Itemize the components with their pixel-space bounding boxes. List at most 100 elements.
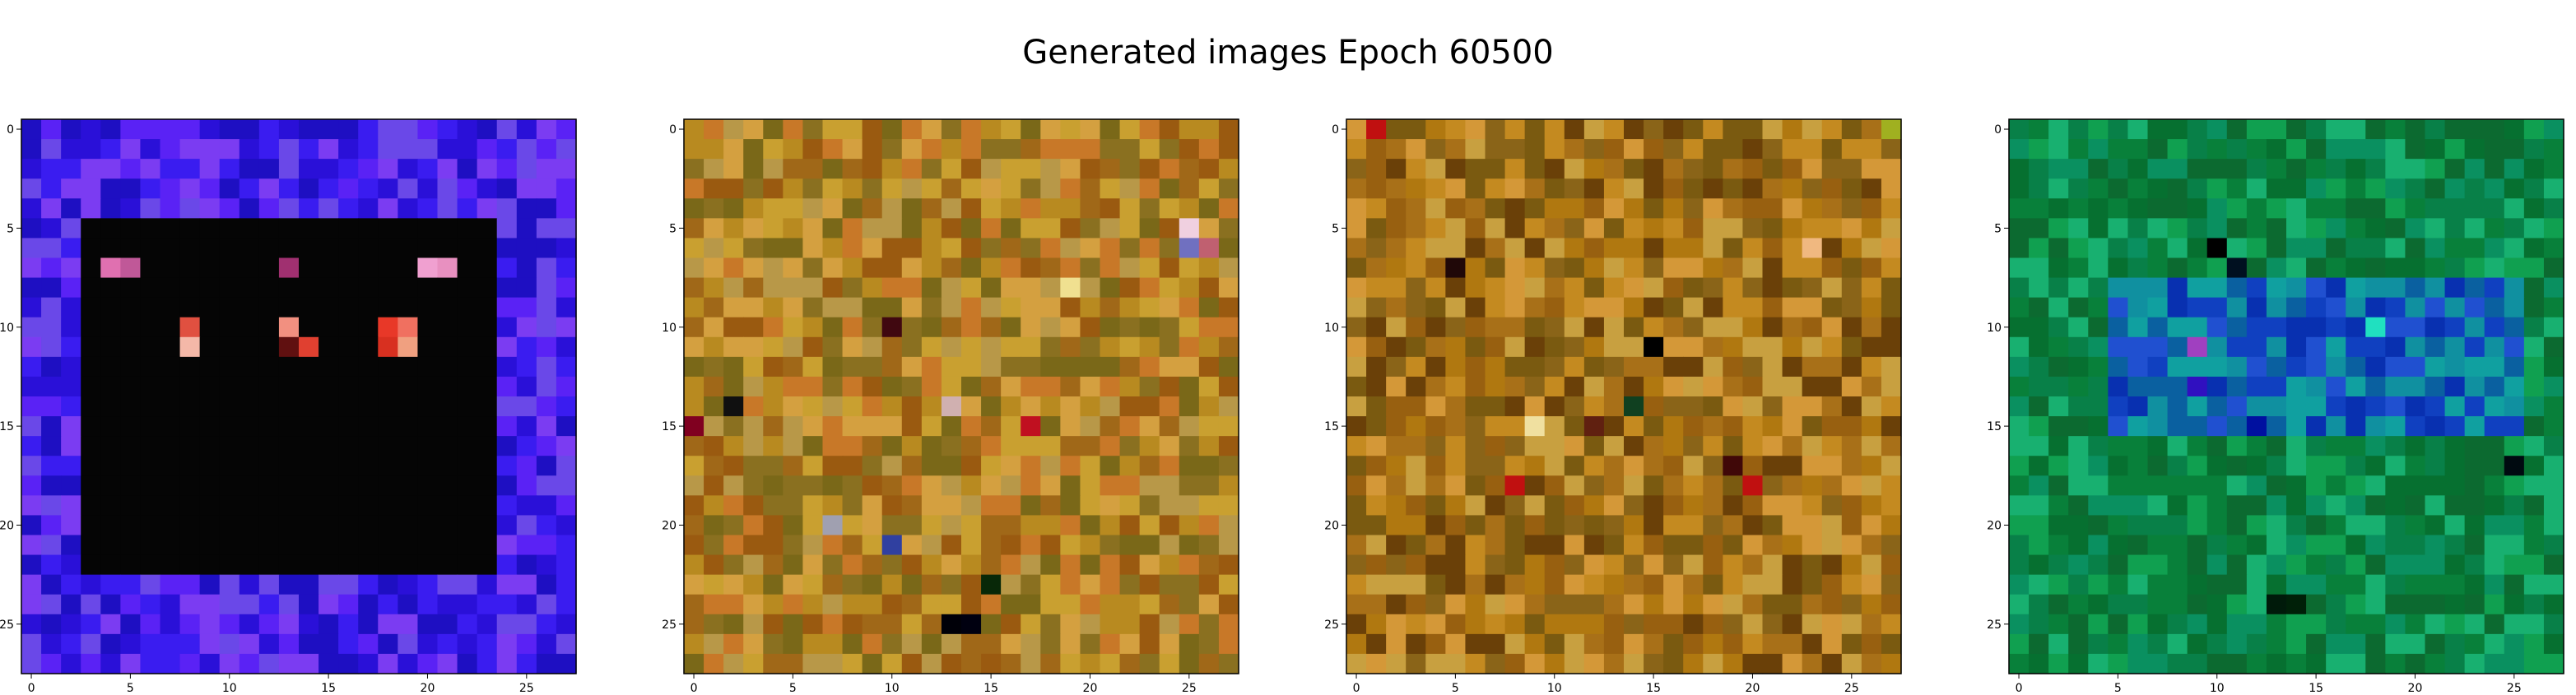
pixel xyxy=(2029,614,2049,635)
pixel xyxy=(842,238,863,259)
pixel xyxy=(2523,356,2545,378)
pixel xyxy=(1802,436,1823,456)
pixel xyxy=(1100,238,1121,259)
pixel xyxy=(1485,257,1506,279)
pixel xyxy=(2048,139,2069,160)
pixel xyxy=(239,198,260,219)
pixel xyxy=(1159,178,1180,199)
pixel xyxy=(881,416,903,437)
pixel xyxy=(921,475,942,496)
pixel xyxy=(477,436,498,456)
pixel xyxy=(684,633,704,655)
pixel xyxy=(2108,218,2129,239)
pixel xyxy=(516,119,537,140)
pixel xyxy=(901,139,923,160)
pixel xyxy=(1119,416,1141,437)
pixel xyxy=(2009,396,2030,417)
pixel xyxy=(2385,317,2406,338)
pixel xyxy=(1080,297,1101,318)
pixel xyxy=(1040,238,1061,259)
pixel xyxy=(199,218,221,239)
pixel xyxy=(1683,218,1704,239)
pixel xyxy=(1624,139,1644,160)
pixel xyxy=(1603,396,1625,417)
pixel xyxy=(1386,356,1407,378)
pixel xyxy=(1218,336,1239,358)
pixel xyxy=(2326,653,2346,674)
pixel xyxy=(1703,515,1723,536)
pixel xyxy=(239,416,260,437)
pixel xyxy=(1624,456,1644,476)
pixel xyxy=(1425,317,1446,338)
pixel xyxy=(2464,535,2485,556)
pixel xyxy=(21,336,42,358)
pixel xyxy=(179,218,201,239)
pixel xyxy=(81,336,101,358)
pixel xyxy=(1742,436,1764,456)
pixel xyxy=(921,178,942,199)
pixel xyxy=(2504,653,2525,674)
x-tick-label: 25 xyxy=(1844,682,1859,695)
pixel xyxy=(981,594,1002,615)
pixel xyxy=(2009,139,2030,160)
x-tick-label: 5 xyxy=(1452,682,1459,695)
pixel xyxy=(862,614,883,635)
pixel xyxy=(2068,574,2089,595)
pixel xyxy=(2167,633,2188,655)
pixel xyxy=(1841,356,1862,378)
pixel xyxy=(704,653,724,674)
pixel xyxy=(2444,475,2466,496)
pixel xyxy=(41,475,62,496)
pixel xyxy=(743,119,764,140)
pixel xyxy=(2147,336,2169,358)
pixel xyxy=(219,178,240,199)
pixel xyxy=(2266,436,2287,456)
pixel xyxy=(1782,614,1803,635)
y-tick-label: 20 xyxy=(1987,519,2002,532)
pixel xyxy=(1100,218,1121,239)
pixel xyxy=(299,178,319,199)
pixel xyxy=(1218,574,1239,595)
pixel xyxy=(1060,356,1081,378)
pixel xyxy=(1425,238,1446,259)
pixel xyxy=(743,218,764,239)
pixel xyxy=(1100,653,1121,674)
pixel xyxy=(763,515,783,536)
pixel xyxy=(2088,396,2109,417)
pixel xyxy=(2048,198,2069,219)
pixel xyxy=(862,257,883,279)
pixel xyxy=(2405,356,2426,378)
pixel xyxy=(556,119,577,140)
pixel xyxy=(2504,119,2525,140)
pixel xyxy=(1366,554,1387,576)
pixel xyxy=(2444,159,2466,179)
pixel xyxy=(417,178,439,199)
pixel xyxy=(1644,436,1664,456)
pixel xyxy=(921,554,942,576)
pixel xyxy=(1425,554,1446,576)
pixel xyxy=(1406,218,1426,239)
pixel xyxy=(2088,336,2109,358)
pixel xyxy=(1001,336,1021,358)
pixel xyxy=(723,554,744,576)
pixel xyxy=(881,218,903,239)
pixel xyxy=(1841,554,1862,576)
pixel xyxy=(1465,178,1486,199)
pixel xyxy=(81,257,101,279)
pixel xyxy=(239,297,260,318)
pixel xyxy=(41,119,62,140)
pixel xyxy=(299,614,319,635)
pixel xyxy=(1406,574,1426,595)
pixel xyxy=(1881,535,1902,556)
pixel xyxy=(961,436,982,456)
y-tick-label: 20 xyxy=(1324,519,1339,532)
pixel xyxy=(1504,119,1526,140)
pixel xyxy=(477,416,498,437)
pixel xyxy=(1742,119,1764,140)
pixel xyxy=(1346,633,1367,655)
pixel xyxy=(61,356,81,378)
pixel xyxy=(1080,574,1101,595)
pixel xyxy=(2127,456,2149,476)
pixel xyxy=(684,238,704,259)
pixel xyxy=(1821,416,1843,437)
